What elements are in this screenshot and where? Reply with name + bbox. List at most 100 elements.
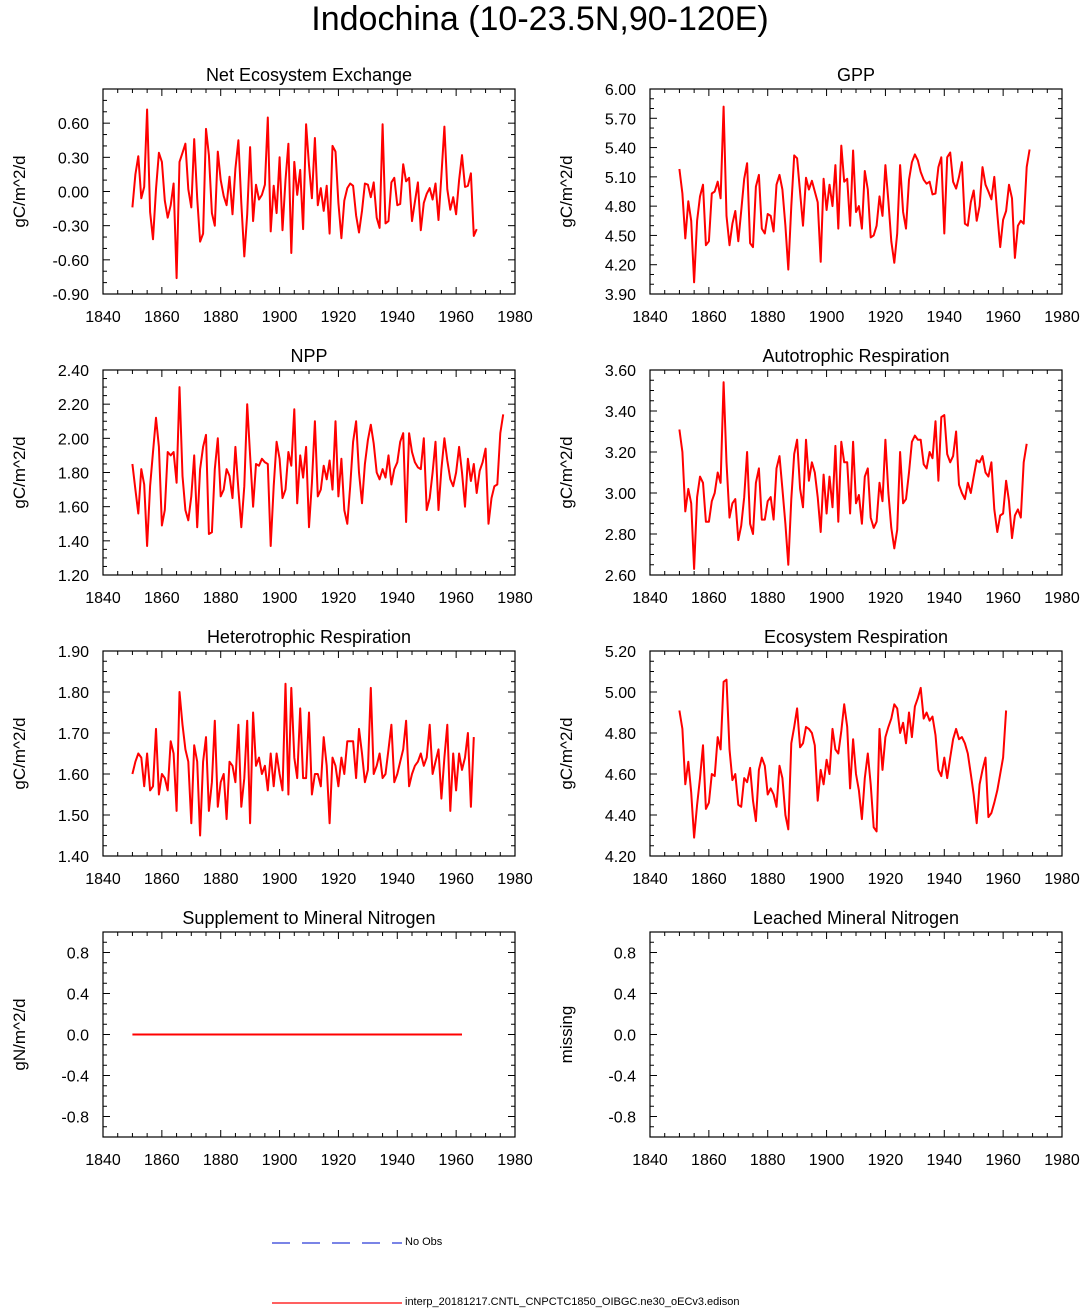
series-line-model [131,108,478,280]
y-tick-label: 4.50 [605,228,636,245]
x-tick-label: 1980 [497,309,533,326]
y-tick-label: 2.80 [605,527,636,544]
y-tick-label: 6.00 [605,82,636,99]
panel-title: Autotrophic Respiration [762,346,949,366]
y-tick-label: -0.30 [53,219,90,236]
y-tick-label: 0.60 [58,116,89,133]
x-tick-label: 1900 [809,1152,845,1169]
x-tick-label: 1840 [85,590,121,607]
y-axis-label: gC/m^2/d [10,717,29,789]
y-tick-label: 3.00 [605,486,636,503]
y-tick-label: 2.40 [58,363,89,380]
y-tick-label: 0.30 [58,150,89,167]
y-tick-label: 3.20 [605,445,636,462]
y-tick-label: 0.4 [614,987,636,1004]
y-axis-label: missing [557,1006,576,1064]
x-tick-label: 1920 [868,590,904,607]
x-tick-label: 1840 [632,309,668,326]
y-tick-label: 5.10 [605,170,636,187]
x-tick-label: 1960 [985,871,1021,888]
panel-title: Net Ecosystem Exchange [206,65,412,85]
x-tick-label: 1880 [750,871,786,888]
x-tick-label: 1920 [321,590,357,607]
plot-frame [649,369,1063,576]
x-tick-label: 1900 [262,590,298,607]
y-axis-label: gC/m^2/d [557,155,576,227]
panel-title: NPP [290,346,327,366]
x-tick-label: 1980 [1044,309,1080,326]
panel-title: Supplement to Mineral Nitrogen [182,908,435,928]
x-tick-label: 1920 [868,1152,904,1169]
x-tick-label: 1900 [809,871,845,888]
y-tick-label: 0.0 [614,1028,636,1045]
x-tick-label: 1840 [85,309,121,326]
panel-title: Leached Mineral Nitrogen [753,908,959,928]
panel-title: Ecosystem Respiration [764,627,948,647]
y-tick-label: 1.70 [58,726,89,743]
y-tick-label: 3.60 [605,363,636,380]
x-tick-label: 1980 [497,590,533,607]
y-tick-label: 1.60 [58,500,89,517]
x-tick-label: 1940 [379,590,415,607]
x-tick-label: 1840 [632,590,668,607]
x-tick-label: 1940 [926,1152,962,1169]
y-tick-label: 3.40 [605,404,636,421]
x-tick-label: 1960 [985,309,1021,326]
x-tick-label: 1960 [438,590,474,607]
x-tick-label: 1880 [750,309,786,326]
x-tick-label: 1940 [926,871,962,888]
series-line-model [678,105,1031,284]
series-line-model [678,678,1008,839]
y-axis-label: gC/m^2/d [10,436,29,508]
y-tick-label: -0.8 [61,1110,89,1127]
x-tick-label: 1880 [203,1152,239,1169]
x-tick-label: 1860 [144,871,180,888]
x-tick-label: 1940 [926,309,962,326]
x-tick-label: 1840 [85,1152,121,1169]
x-tick-label: 1940 [379,1152,415,1169]
x-tick-label: 1980 [1044,871,1080,888]
x-tick-label: 1880 [203,871,239,888]
x-tick-label: 1920 [868,309,904,326]
x-tick-label: 1960 [438,871,474,888]
y-tick-label: 5.40 [605,141,636,158]
plot-frame [649,931,1063,1138]
y-tick-label: 0.4 [67,987,89,1004]
x-tick-label: 1900 [262,309,298,326]
x-tick-label: 1960 [985,1152,1021,1169]
y-tick-label: 1.20 [58,568,89,585]
x-tick-label: 1940 [926,590,962,607]
x-tick-label: 1980 [1044,590,1080,607]
x-tick-label: 1860 [144,590,180,607]
x-tick-label: 1980 [1044,1152,1080,1169]
y-tick-label: 4.20 [605,849,636,866]
y-tick-label: -0.8 [608,1110,636,1127]
x-tick-label: 1920 [868,871,904,888]
y-axis-label: gC/m^2/d [10,155,29,227]
y-tick-label: 1.80 [58,685,89,702]
y-tick-label: 0.8 [67,946,89,963]
panel-1: Net Ecosystem Exchange 1840 1860 1880 1900 19… [10,65,533,326]
y-tick-label: 4.80 [605,199,636,216]
y-tick-label: 1.40 [58,849,89,866]
y-tick-label: 2.00 [58,431,89,448]
y-tick-label: -0.60 [53,253,90,270]
x-tick-label: 1960 [985,590,1021,607]
panel-7: Supplement to Mineral Nitrogen 1840 1860 18… [10,908,533,1169]
panel-title: Heterotrophic Respiration [207,627,411,647]
x-tick-label: 1840 [632,1152,668,1169]
x-tick-label: 1880 [203,309,239,326]
x-tick-label: 1900 [809,309,845,326]
y-tick-label: 4.20 [605,258,636,275]
plot-frame [102,369,516,576]
x-tick-label: 1980 [497,1152,533,1169]
x-tick-label: 1900 [809,590,845,607]
y-tick-label: 0.0 [67,1028,89,1045]
x-tick-label: 1880 [203,590,239,607]
x-tick-label: 1840 [632,871,668,888]
x-tick-label: 1860 [144,309,180,326]
x-tick-label: 1980 [497,871,533,888]
y-tick-label: 0.8 [614,946,636,963]
panel-4: Autotrophic Respiration 1840 1860 1880 1900 1… [557,346,1080,607]
y-axis-label: gN/m^2/d [10,998,29,1070]
